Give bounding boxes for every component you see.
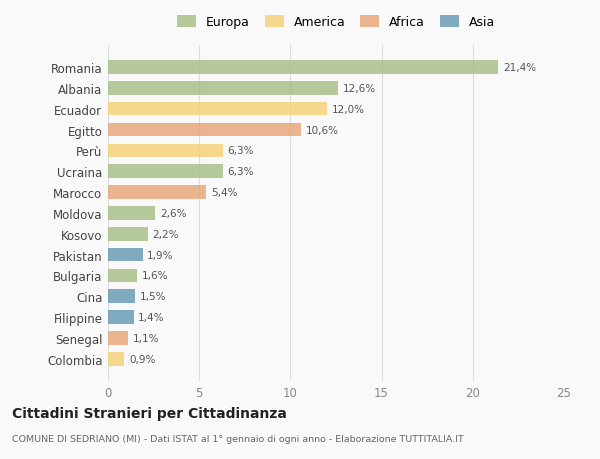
Text: 1,6%: 1,6% [142,271,168,281]
Text: 12,0%: 12,0% [331,105,364,114]
Bar [108,269,137,283]
Bar [108,82,338,95]
Text: 21,4%: 21,4% [503,63,536,73]
Bar [108,207,155,220]
Text: 1,5%: 1,5% [140,291,166,302]
Bar [108,290,136,303]
Text: Cittadini Stranieri per Cittadinanza: Cittadini Stranieri per Cittadinanza [12,406,287,420]
Bar [108,228,148,241]
Bar [108,311,134,324]
Bar [108,352,124,366]
Text: 0,9%: 0,9% [129,354,155,364]
Bar [108,331,128,345]
Bar [108,248,143,262]
Bar [108,144,223,158]
Legend: Europa, America, Africa, Asia: Europa, America, Africa, Asia [173,12,499,33]
Bar [108,103,327,116]
Text: 1,1%: 1,1% [133,333,159,343]
Text: 2,2%: 2,2% [152,229,179,239]
Text: 6,3%: 6,3% [227,146,254,156]
Bar [108,165,223,179]
Text: 10,6%: 10,6% [306,125,339,135]
Text: 1,9%: 1,9% [147,250,174,260]
Bar [108,123,301,137]
Text: 12,6%: 12,6% [343,84,376,94]
Bar [108,186,206,199]
Text: 2,6%: 2,6% [160,208,187,218]
Text: 1,4%: 1,4% [138,313,164,322]
Text: COMUNE DI SEDRIANO (MI) - Dati ISTAT al 1° gennaio di ogni anno - Elaborazione T: COMUNE DI SEDRIANO (MI) - Dati ISTAT al … [12,434,464,443]
Text: 6,3%: 6,3% [227,167,254,177]
Text: 5,4%: 5,4% [211,188,238,198]
Bar [108,61,499,75]
